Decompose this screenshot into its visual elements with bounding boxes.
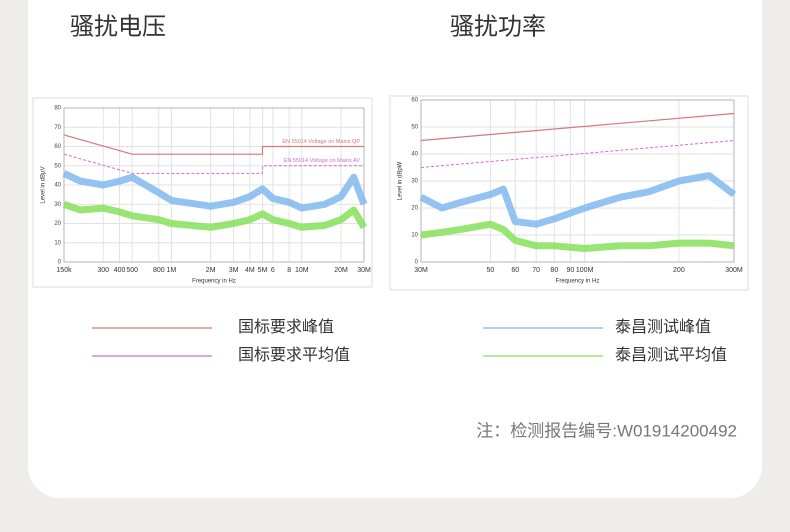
x-tick-label: 2M: [206, 267, 216, 274]
chart-frame: [32, 97, 373, 288]
y-tick-label: 60: [411, 98, 418, 104]
x-tick-label: 300M: [725, 267, 743, 274]
series-line: [62, 200, 368, 231]
title: 骚扰功率: [450, 13, 546, 40]
legend-label: 泰昌测试平均值: [615, 346, 727, 364]
x-tick-label: 200: [673, 267, 685, 274]
y-tick-label: 80: [54, 106, 61, 112]
annotation: EN 55014 Voltage on Mains QP: [282, 139, 360, 145]
y-tick-label: 30: [411, 179, 418, 185]
x-tick-label: 500: [126, 267, 138, 274]
x-tick-label: 70: [532, 267, 540, 274]
x-tick-label: 1M: [167, 267, 177, 274]
y-axis-label: Level in dBµV: [41, 166, 47, 203]
series-line: [63, 153, 364, 174]
x-tick-label: 80: [550, 267, 558, 274]
x-tick-label: 30M: [357, 267, 371, 274]
series-line: [420, 112, 735, 142]
y-tick-label: 50: [54, 163, 61, 169]
x-tick-label: 3M: [229, 267, 239, 274]
y-tick-label: 10: [54, 240, 61, 246]
plot-border: [420, 99, 735, 263]
x-tick-label: 50: [487, 267, 495, 274]
annotation: EN 55014 Voltage on Mains AV: [284, 158, 361, 164]
y-tick-label: 50: [411, 125, 418, 131]
x-tick-label: 100M: [576, 267, 594, 274]
x-tick-label: 90: [566, 267, 574, 274]
legend-label: 泰昌测试峰值: [615, 318, 711, 336]
series-line: [420, 220, 735, 252]
plot-border: [63, 107, 365, 263]
y-tick-label: 60: [54, 144, 61, 150]
y-tick-label: 0: [58, 260, 62, 266]
x-axis-label: Frequency in Hz: [556, 279, 600, 285]
x-tick-label: 300: [97, 267, 109, 274]
legend-label: 国标要求峰值: [238, 318, 334, 336]
y-tick-label: 40: [54, 183, 61, 189]
note: 注：检测报告编号:W01914200492: [476, 421, 737, 440]
x-tick-label: 6: [271, 267, 275, 274]
y-tick-label: 10: [411, 233, 418, 239]
y-axis-label: Level in dBpW: [398, 161, 404, 200]
x-tick-label: 60: [511, 267, 519, 274]
y-tick-label: 70: [54, 125, 61, 131]
y-tick-label: 0: [415, 260, 419, 266]
series-line: [420, 140, 735, 168]
series-line: [419, 172, 737, 228]
x-tick-label: 800: [153, 267, 165, 274]
legend-label: 国标要求平均值: [238, 346, 350, 364]
x-tick-label: 150k: [56, 267, 72, 274]
x-tick-label: 8: [287, 267, 291, 274]
series-line: [63, 134, 364, 155]
title: 骚扰电压: [70, 13, 166, 40]
x-tick-label: 10M: [295, 267, 309, 274]
y-tick-label: 20: [54, 221, 61, 227]
x-tick-label: 400: [114, 267, 126, 274]
series-line: [62, 170, 368, 212]
x-tick-label: 5M: [258, 267, 268, 274]
chart-frame: [389, 95, 749, 291]
x-tick-label: 30M: [414, 267, 428, 274]
y-tick-label: 40: [411, 152, 418, 158]
x-tick-label: 20M: [334, 267, 348, 274]
y-tick-label: 20: [411, 206, 418, 212]
x-axis-label: Frequency in Hz: [192, 279, 236, 285]
x-tick-label: 4M: [245, 267, 255, 274]
y-tick-label: 30: [54, 202, 61, 208]
